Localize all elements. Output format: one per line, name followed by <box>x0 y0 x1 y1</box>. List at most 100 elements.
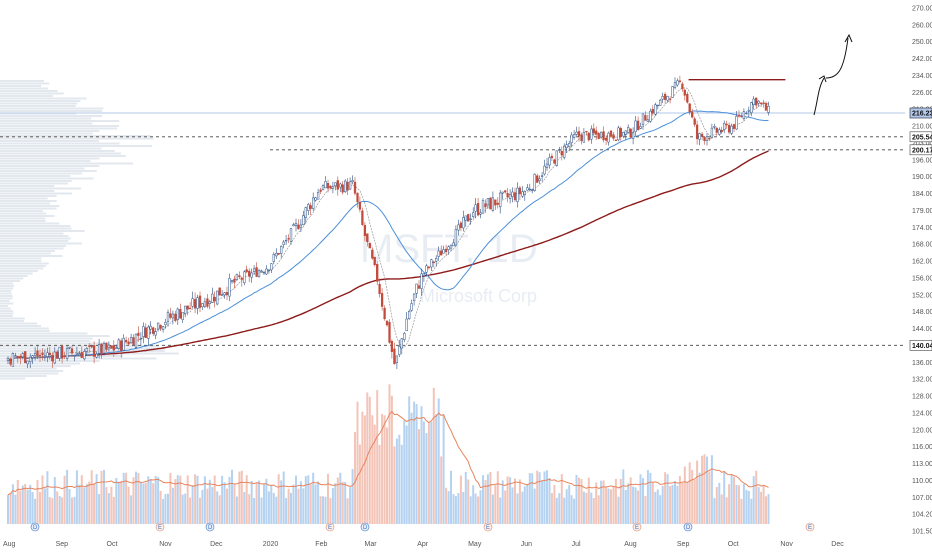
volume-bar <box>590 492 593 524</box>
candle-body <box>440 250 443 256</box>
candle-body <box>73 354 76 357</box>
volume-bar <box>349 487 352 524</box>
candle-body <box>139 337 143 340</box>
candle-body <box>238 275 241 278</box>
event-circle <box>683 522 693 532</box>
candle-body <box>351 180 354 183</box>
profile-bar <box>0 250 55 252</box>
x-tick-label: Apr <box>417 541 429 548</box>
candle-body <box>105 342 108 350</box>
volume-bar <box>282 471 285 524</box>
volume-bar <box>735 484 738 524</box>
y-tick-label: 168.00 <box>912 242 932 249</box>
candle-body <box>331 186 335 189</box>
profile-bar <box>0 160 91 162</box>
profile-bar <box>0 205 60 207</box>
profile-bar <box>0 85 41 87</box>
candle-body <box>725 123 728 126</box>
candle-body <box>476 203 480 215</box>
profile-bar <box>0 240 69 242</box>
candle-body <box>282 241 285 245</box>
candle-body <box>504 190 507 193</box>
profile-bar <box>0 182 68 185</box>
candle-body <box>654 104 657 115</box>
price-tag: 205.54 <box>909 131 932 143</box>
candle-body <box>213 296 216 302</box>
volume-bar <box>395 438 398 524</box>
volume-bar <box>474 493 477 524</box>
volume-bar <box>614 478 617 524</box>
event-circle <box>205 522 215 532</box>
volume-bar <box>373 424 376 524</box>
volume-bar <box>691 469 694 524</box>
y-tick-label: 128.00 <box>912 394 932 401</box>
y-tick-label: 124.00 <box>912 410 932 417</box>
volume-bar <box>472 485 475 524</box>
candle-body <box>454 229 458 246</box>
candle-body <box>144 327 147 338</box>
y-tick-label: 210.00 <box>912 124 932 131</box>
volume-bar <box>63 475 66 524</box>
candle-body <box>508 193 512 199</box>
candle-body <box>602 131 605 141</box>
volume-bar <box>169 472 172 524</box>
profile-bar <box>0 97 87 100</box>
volume-bar <box>368 396 371 524</box>
volume-bar <box>317 481 320 524</box>
volume-bar <box>194 474 197 524</box>
candle-body <box>587 132 590 141</box>
ma-medium-line <box>7 110 769 362</box>
profile-bar <box>0 232 64 235</box>
volume-bar <box>171 487 174 524</box>
volume-bar <box>607 488 610 524</box>
candle-body <box>43 355 47 358</box>
candle-body <box>747 110 750 112</box>
volume-ma <box>7 410 769 496</box>
profile-bar <box>0 187 82 190</box>
volume-bar <box>319 496 322 524</box>
candle-body <box>152 327 155 334</box>
candle-body <box>671 86 674 98</box>
volume-bar <box>560 474 563 524</box>
candle-body <box>649 110 652 122</box>
candle-body <box>112 345 115 351</box>
candle-body <box>412 293 416 301</box>
candle-body <box>745 112 748 115</box>
candle-body <box>730 125 733 134</box>
profile-bar <box>0 377 26 380</box>
profile-bar <box>0 262 49 265</box>
volume-bar <box>206 488 209 524</box>
candle-body <box>565 144 568 148</box>
volume-bar <box>701 455 704 524</box>
volume-bar <box>425 433 428 524</box>
candle-body <box>270 263 273 271</box>
volume-bar <box>683 466 686 524</box>
volume-bar <box>624 490 627 524</box>
candle-body <box>464 215 467 221</box>
volume-bar <box>408 396 411 524</box>
volume-bar <box>51 498 54 524</box>
volume-bar <box>363 415 366 524</box>
event-circle <box>632 522 642 532</box>
volume-bar <box>681 483 684 524</box>
profile-bar <box>0 150 115 152</box>
candle-body <box>376 263 379 282</box>
candle-body <box>181 312 184 320</box>
candle-body <box>16 355 19 358</box>
candle-body <box>548 157 551 166</box>
volume-bar <box>167 493 169 524</box>
volume-bar <box>747 491 750 524</box>
profile-bar <box>0 117 92 120</box>
profile-bar <box>0 197 48 200</box>
volume-bar <box>578 477 580 524</box>
candle-body <box>302 215 305 225</box>
volume-bar <box>575 474 578 524</box>
candle-body <box>70 348 74 354</box>
volume-bar <box>203 476 206 524</box>
event-circle <box>483 522 493 532</box>
candle-body <box>218 287 221 296</box>
volume-bar <box>703 454 706 524</box>
candle-body <box>58 346 61 359</box>
volume-bar <box>275 496 278 524</box>
candle-body <box>442 249 445 254</box>
